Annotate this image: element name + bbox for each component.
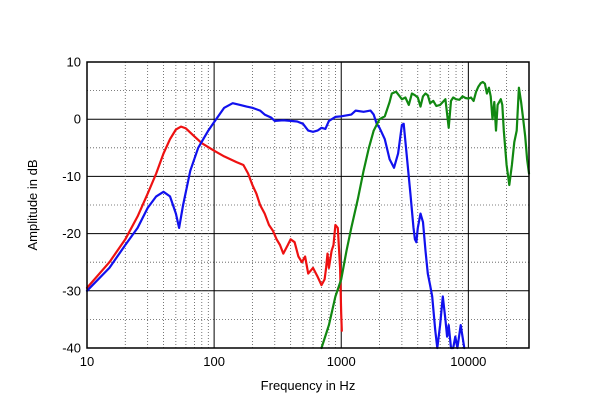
y-tick-label: -40 [62, 341, 81, 356]
series-line-3 [320, 80, 531, 350]
y-tick-label: 10 [67, 55, 81, 70]
x-tick-label: 10 [80, 354, 94, 369]
series-line-1 [85, 125, 343, 332]
grid [87, 62, 529, 348]
x-tick-labels: 10 100 1000 10000 [80, 354, 487, 369]
x-axis-label: Frequency in Hz [261, 378, 356, 393]
x-tick-label: 1000 [327, 354, 356, 369]
plot-frame [86, 61, 530, 349]
y-axis-label: Amplitude in dB [25, 159, 40, 250]
series-line-2 [85, 102, 466, 350]
y-tick-label: -30 [62, 283, 81, 298]
y-tick-labels: 10 0 -10 -20 -30 -40 [62, 55, 81, 356]
y-tick-label: -10 [62, 169, 81, 184]
y-tick-label: 0 [74, 112, 81, 127]
series-layer [85, 80, 531, 350]
x-tick-label: 10000 [450, 354, 486, 369]
y-tick-label: -20 [62, 226, 81, 241]
x-tick-label: 100 [203, 354, 225, 369]
